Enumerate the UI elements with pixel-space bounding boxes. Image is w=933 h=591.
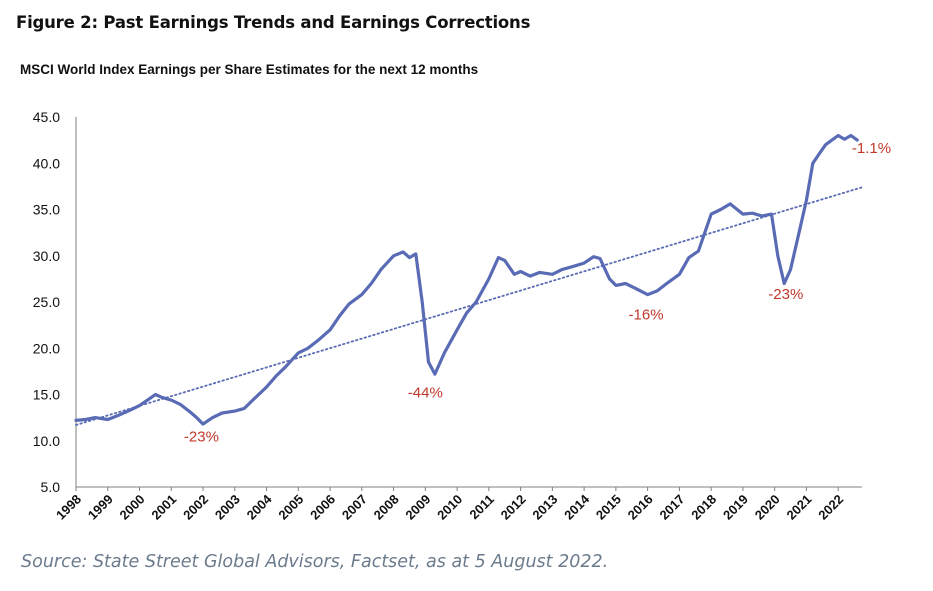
x-tick-label: 2008: [371, 492, 402, 523]
annotations-group: -23% -44% -16% -23% -1.1%: [184, 140, 891, 446]
y-tick-label: 15.0: [33, 387, 60, 403]
source-note: Source: State Street Global Advisors, Fa…: [21, 552, 609, 572]
x-tick-label: 2005: [275, 492, 306, 523]
series-group: [74, 133, 859, 426]
y-tick-label: 35.0: [33, 202, 60, 218]
x-tick-label: 2014: [561, 491, 593, 523]
x-tick-label: 2002: [180, 492, 211, 523]
trend-line: [75, 186, 863, 426]
y-tick-label: 5.0: [41, 479, 61, 495]
drawdown-annotation: -16%: [629, 307, 664, 324]
x-tick-label: 2010: [434, 492, 465, 523]
x-tick-label: 2007: [339, 492, 370, 523]
y-tick-label: 45.0: [33, 109, 60, 125]
x-tick-label: 2004: [244, 491, 276, 523]
chart-axes: 5.0 10.0 15.0 20.0 25.0 30.0 35.0 40.0 45.0 1998 1…: [33, 109, 862, 523]
y-tick-label: 25.0: [33, 294, 60, 310]
trend-line-group: [75, 186, 863, 426]
x-tick-label: 2013: [529, 492, 560, 523]
eps-series-line: [74, 133, 859, 426]
x-tick-label: 2001: [148, 492, 179, 523]
drawdown-annotation: -44%: [408, 384, 443, 401]
x-tick-label: 2009: [402, 492, 433, 523]
x-tick-label: 2019: [720, 492, 751, 523]
drawdown-annotation: -23%: [768, 286, 803, 303]
x-tick-label: 2021: [783, 492, 814, 523]
chart-title: MSCI World Index Earnings per Share Esti…: [20, 62, 479, 77]
x-tick-label: 2020: [752, 492, 783, 523]
figure-title: Figure 2: Past Earnings Trends and Earni…: [16, 13, 531, 32]
x-tick-label: 2015: [593, 492, 624, 523]
x-tick-label: 1999: [85, 492, 116, 523]
line-chart: 5.0 10.0 15.0 20.0 25.0 30.0 35.0 40.0 45.0 1998 1…: [33, 109, 891, 523]
x-tick-label: 2011: [466, 492, 497, 523]
x-tick-label: 2000: [117, 492, 148, 523]
x-tick-label: 2022: [815, 492, 846, 523]
drawdown-annotation: -23%: [184, 429, 219, 446]
y-tick-label: 10.0: [33, 433, 60, 449]
y-tick-label: 30.0: [33, 248, 60, 264]
y-tick-label: 40.0: [33, 155, 60, 171]
x-tick-label: 2012: [498, 492, 529, 523]
x-tick-label: 2003: [212, 492, 243, 523]
x-tick-label: 2018: [688, 492, 719, 523]
x-tick-label: 1998: [53, 492, 84, 523]
y-tick-label: 20.0: [33, 340, 60, 356]
x-tick-label: 2016: [625, 492, 656, 523]
x-tick-label: 2006: [307, 492, 338, 523]
drawdown-annotation: -1.1%: [852, 140, 891, 157]
x-tick-label: 2017: [656, 492, 687, 523]
